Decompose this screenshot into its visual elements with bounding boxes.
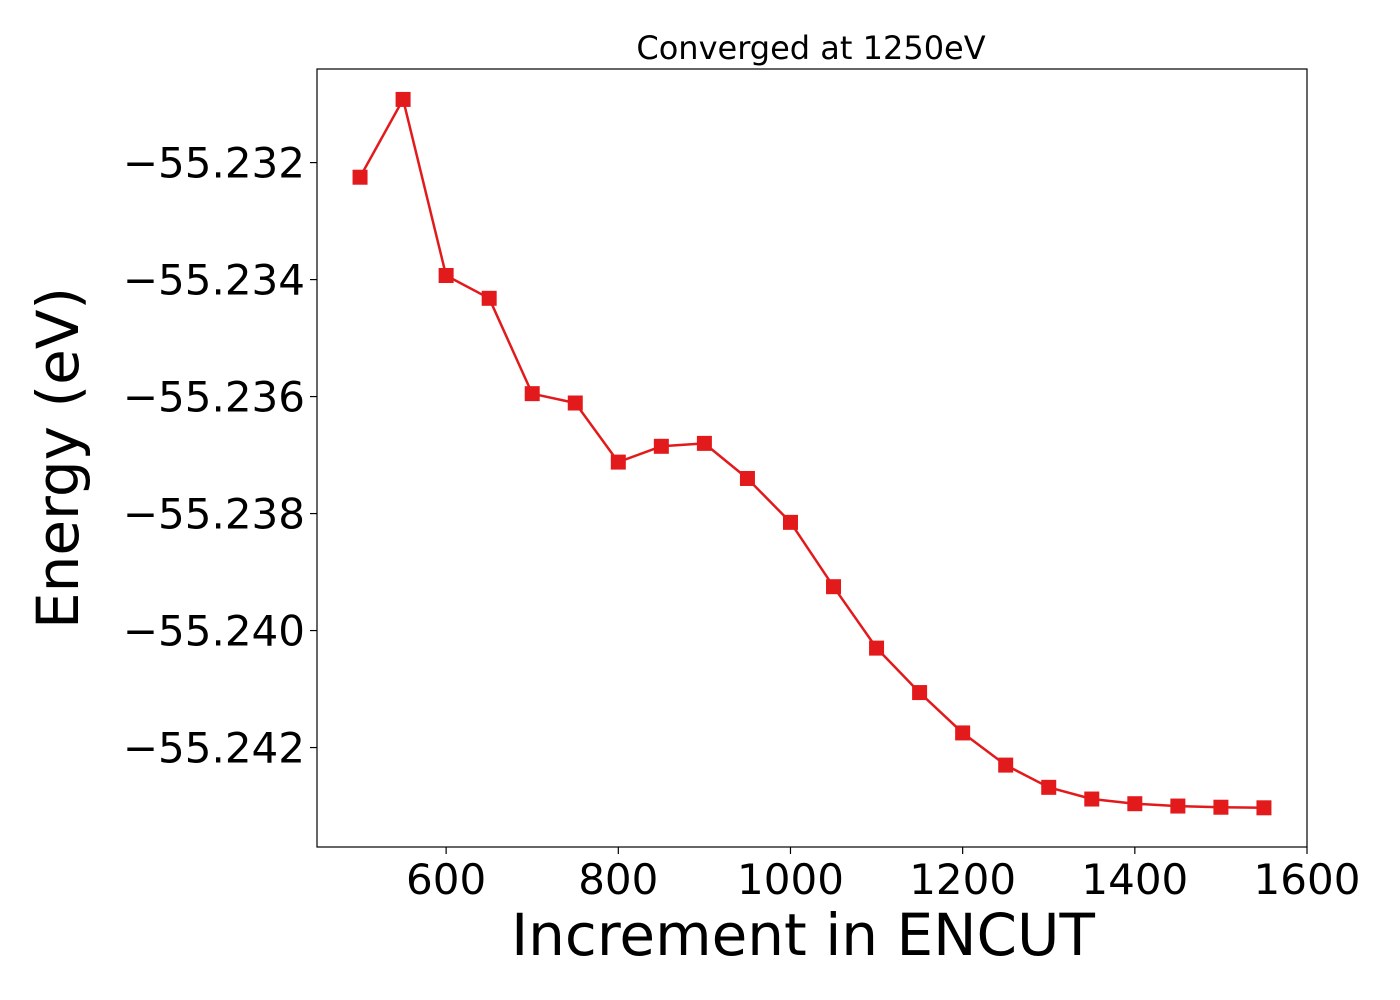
y-tick-label: −55.242 <box>123 724 305 773</box>
x-tick-label: 1400 <box>1081 855 1188 904</box>
x-axis: 600 800 1000 1200 1400 1600 <box>406 847 1360 904</box>
x-tick-label: 600 <box>406 855 486 904</box>
series-line <box>358 98 1265 810</box>
series-layer <box>352 91 1272 816</box>
x-tick-label: 1200 <box>909 855 1016 904</box>
data-point <box>912 685 928 701</box>
chart-title: Converged at 1250eV <box>636 29 985 67</box>
y-tick-label: −55.238 <box>123 490 305 539</box>
data-point <box>438 267 454 283</box>
y-tick-label: −55.236 <box>123 373 305 422</box>
y-axis: −55.232 −55.234 −55.236 −55.238 −55.240 −55.2… <box>123 139 317 773</box>
data-point <box>826 579 842 595</box>
data-point <box>1084 791 1100 807</box>
data-point <box>1213 799 1229 815</box>
data-point <box>869 640 885 656</box>
data-point <box>1256 800 1272 816</box>
data-point <box>567 395 583 411</box>
x-tick-label: 1000 <box>737 855 844 904</box>
x-axis-label: Increment in ENCUT <box>511 901 1095 969</box>
data-point <box>395 91 411 107</box>
data-point <box>610 454 626 470</box>
data-point <box>955 725 971 741</box>
y-tick-label: −55.240 <box>123 607 305 656</box>
data-point <box>998 757 1014 773</box>
y-tick-label: −55.234 <box>123 256 305 305</box>
plot-area-frame <box>316 68 1308 848</box>
data-point <box>352 169 368 185</box>
data-point <box>481 290 497 306</box>
data-point <box>1127 796 1143 812</box>
data-point <box>782 514 798 530</box>
data-point <box>1170 798 1186 814</box>
x-tick-label: 1600 <box>1254 855 1361 904</box>
data-point <box>739 470 755 486</box>
y-tick-label: −55.232 <box>123 139 305 188</box>
y-axis-label: Energy (eV) <box>24 287 92 629</box>
data-point <box>1041 779 1057 795</box>
data-point <box>653 438 669 454</box>
data-point <box>524 386 540 402</box>
x-tick-label: 800 <box>578 855 658 904</box>
data-point <box>696 435 712 451</box>
